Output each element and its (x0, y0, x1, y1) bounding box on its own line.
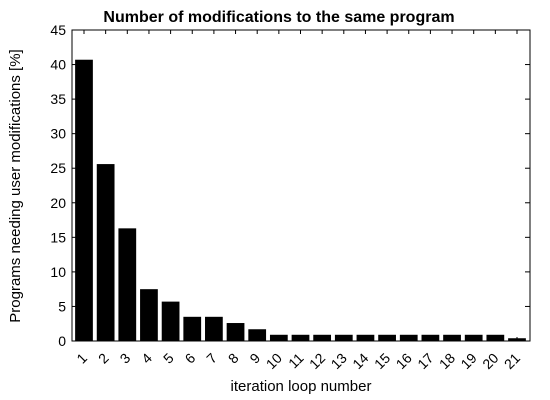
x-tick-label: 17 (414, 350, 436, 372)
y-tick-label: 30 (50, 126, 66, 142)
x-tick-label: 4 (138, 350, 155, 367)
bar-2 (96, 164, 115, 341)
bar-9 (248, 329, 267, 341)
x-tick-label: 2 (95, 350, 112, 367)
bar-4 (140, 289, 158, 341)
y-tick-label: 10 (50, 264, 66, 280)
bars-group (75, 59, 526, 341)
y-tick-label: 15 (50, 229, 66, 245)
y-axis-label: Programs needing user modifications [%] (7, 49, 24, 322)
x-tick-label: 13 (328, 350, 350, 372)
y-tick-label: 35 (50, 91, 66, 107)
x-tick-label: 16 (393, 350, 415, 372)
y-tick-label: 45 (50, 22, 66, 38)
y-tick-label: 25 (50, 160, 66, 176)
x-tick-label: 19 (457, 350, 479, 372)
x-tick-label: 9 (246, 350, 263, 367)
chart-title: Number of modifications to the same prog… (103, 9, 454, 26)
x-tick-label: 14 (349, 350, 371, 372)
x-tick-label: 3 (117, 350, 134, 367)
bar-8 (226, 323, 245, 341)
x-axis-label: iteration loop number (231, 378, 372, 395)
x-tick-label: 5 (160, 350, 177, 367)
x-tick-label: 20 (479, 350, 501, 372)
bar-1 (75, 59, 93, 341)
bar-6 (183, 316, 202, 341)
y-tick-label: 5 (58, 298, 66, 314)
bar-7 (205, 316, 223, 341)
x-tick-label: 11 (285, 350, 307, 372)
x-tick-label: 18 (436, 350, 458, 372)
y-tick-label: 40 (50, 57, 66, 73)
bar-3 (118, 228, 137, 341)
x-tick-label: 6 (182, 350, 199, 367)
x-tick-label: 1 (73, 350, 90, 367)
x-tick-label: 7 (203, 350, 220, 367)
y-tick-label: 20 (50, 195, 66, 211)
x-tick-label: 8 (225, 350, 242, 367)
y-axis: 0 5 10 15 20 25 30 35 40 45 (50, 22, 530, 349)
bar-5 (161, 301, 180, 341)
x-tick-label: 10 (263, 350, 285, 372)
x-tick-label: 21 (501, 350, 523, 372)
x-tick-label: 15 (371, 350, 393, 372)
x-tick-label: 12 (306, 350, 328, 372)
y-tick-label: 0 (58, 333, 66, 349)
